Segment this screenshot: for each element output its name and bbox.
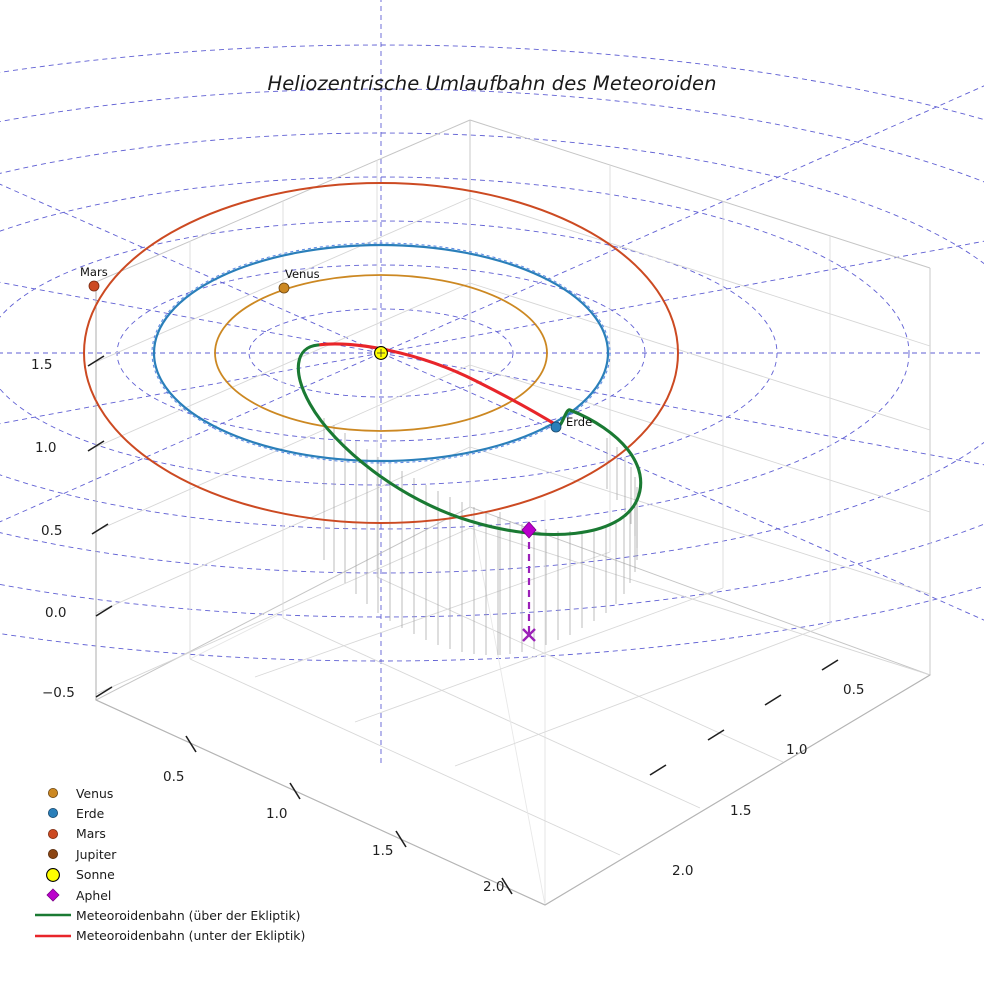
venus-body-marker <box>278 282 290 294</box>
jupiter-marker-icon <box>30 844 76 864</box>
legend-item-aphel[interactable]: Aphel <box>30 885 330 905</box>
aphelion-projection-x-icon <box>522 628 536 642</box>
legend-label-erde: Erde <box>76 806 105 822</box>
polar-reference-grid <box>0 0 984 766</box>
y-tick-label-4: 2.0 <box>672 863 694 879</box>
y-tick-label-1: 0.5 <box>843 682 865 698</box>
venus-orbit <box>214 274 548 432</box>
legend-label-venus: Venus <box>76 785 114 801</box>
z-tick-label-3: 0.5 <box>41 523 63 539</box>
z-tick-label-4: 0.0 <box>45 605 67 621</box>
axis-spines <box>95 282 931 906</box>
mars-body-marker <box>88 280 100 292</box>
venus-marker-icon <box>30 783 76 803</box>
aphelion-diamond-marker <box>521 521 537 539</box>
mars-annotation-label: Mars <box>80 265 108 279</box>
meteoroid-droplines <box>323 418 638 655</box>
meteoroid-orbit-above-ecliptic <box>296 343 643 536</box>
legend-item-mars[interactable]: Mars <box>30 824 330 844</box>
legend-label-mars: Mars <box>76 826 106 842</box>
legend-label-jupiter: Jupiter <box>76 846 117 862</box>
venus-annotation-label: Venus <box>285 267 320 281</box>
legend-item-sonne[interactable]: Sonne <box>30 865 330 885</box>
floor-grid-lines <box>189 506 831 906</box>
z-tick-label-1: 1.5 <box>31 357 53 373</box>
mars-orbit <box>83 182 679 524</box>
erde-marker-icon <box>30 803 76 823</box>
earth-orbit-dashes <box>151 242 611 464</box>
mars-marker-icon <box>30 824 76 844</box>
sonne-marker-icon <box>30 865 76 885</box>
legend-label-aphel: Aphel <box>76 887 112 903</box>
x-tick-label-1: 0.5 <box>163 769 185 785</box>
chart-title: Heliozentrische Umlaufbahn des Meteoroid… <box>267 72 717 95</box>
wall-vertical-grid-lines <box>189 160 831 659</box>
z-tick-label-5: −0.5 <box>42 685 75 701</box>
x-tick-label-4: 2.0 <box>483 879 505 895</box>
zaxis-grid-lines <box>95 197 931 695</box>
sun-glyph-cross <box>377 349 385 357</box>
legend-item-meteoroid-above[interactable]: Meteoroidenbahn (über der Ekliptik) <box>30 905 330 925</box>
earth-body-marker <box>550 421 562 433</box>
legend-item-venus[interactable]: Venus <box>30 783 330 803</box>
legend-item-meteoroid-below[interactable]: Meteoroidenbahn (unter der Ekliptik) <box>30 926 330 946</box>
axis-tick-marks <box>87 355 839 895</box>
green-line-icon <box>30 905 76 925</box>
x-tick-label-3: 1.5 <box>372 843 394 859</box>
legend-item-erde[interactable]: Erde <box>30 803 330 823</box>
red-line-icon <box>30 926 76 946</box>
chart-legend: Venus Erde Mars Jupiter Sonne <box>30 783 330 946</box>
erde-annotation-label: Erde <box>566 415 593 429</box>
z-tick-label-2: 1.0 <box>35 440 57 456</box>
legend-label-sonne: Sonne <box>76 867 115 883</box>
y-tick-label-3: 1.5 <box>730 803 752 819</box>
legend-label-meteoroid-above: Meteoroidenbahn (über der Ekliptik) <box>76 908 301 924</box>
earth-orbit <box>152 243 610 463</box>
legend-item-jupiter[interactable]: Jupiter <box>30 844 330 864</box>
meteoroid-orbit-below-ecliptic <box>316 342 560 428</box>
legend-label-meteoroid-below: Meteoroidenbahn (unter der Ekliptik) <box>76 928 306 944</box>
x-tick-label-2: 1.0 <box>266 806 288 822</box>
aphel-diamond-icon <box>30 885 76 905</box>
y-tick-label-2: 1.0 <box>786 742 808 758</box>
